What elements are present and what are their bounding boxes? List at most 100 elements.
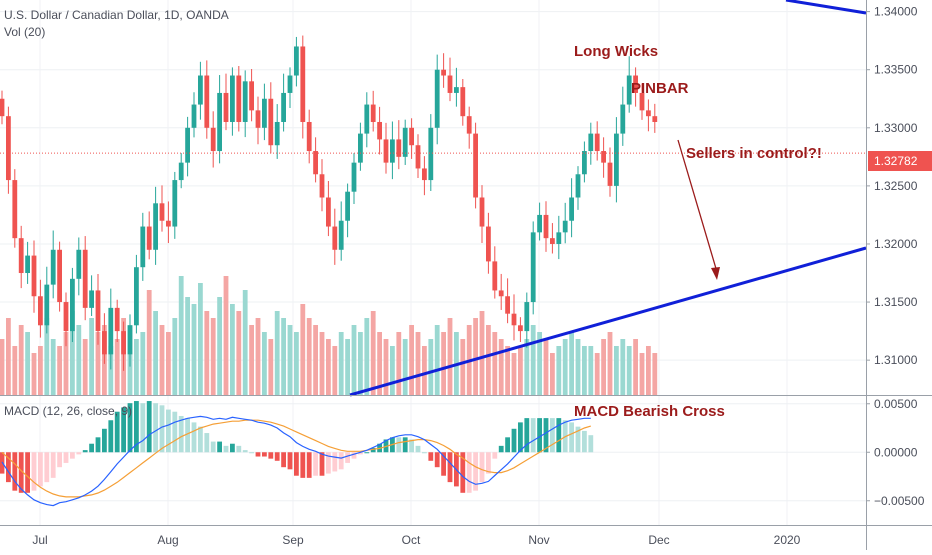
volume-bar — [556, 346, 562, 395]
volume-bar — [422, 346, 427, 395]
candle-body — [614, 133, 619, 186]
volume-bar — [364, 318, 370, 395]
macd-histogram-bar — [12, 452, 18, 491]
macd-histogram-bar — [537, 418, 542, 453]
candle-body — [95, 290, 101, 332]
candle-body — [626, 75, 632, 105]
volume-bar — [626, 346, 632, 395]
volume-bar — [108, 346, 114, 395]
macd-signal-line — [1, 419, 591, 498]
candle-body — [50, 249, 56, 285]
volume-bar — [268, 339, 274, 395]
macd-histogram-bar — [505, 437, 510, 453]
candle-body — [498, 290, 504, 297]
volume-bar — [390, 346, 395, 395]
volume-bar — [434, 325, 440, 395]
volume-bar — [537, 332, 542, 395]
volume-bar — [479, 311, 485, 395]
volume-bar — [166, 332, 171, 395]
volume-bar — [63, 332, 69, 395]
candle-body — [601, 151, 606, 163]
candle-body — [268, 98, 274, 146]
volume-bar — [287, 325, 293, 395]
macd-histogram-bar — [204, 433, 210, 453]
candle-body — [140, 226, 146, 268]
time-tick-label: Aug — [157, 533, 178, 547]
candle-body — [345, 191, 350, 221]
macd-histogram-bar — [466, 452, 472, 493]
candle-body — [646, 110, 651, 117]
volume-bar — [18, 325, 24, 395]
volume-bar — [396, 332, 402, 395]
candle-body — [281, 92, 286, 122]
macd-histogram-bar — [178, 415, 184, 453]
candle-body — [217, 92, 222, 152]
volume-bar — [153, 311, 158, 395]
candle-body — [18, 238, 24, 274]
candle-body — [114, 307, 120, 332]
time-tick-label: Dec — [648, 533, 669, 547]
candle-body — [364, 104, 370, 134]
candle-body — [422, 168, 427, 181]
volume-bar — [217, 297, 222, 395]
candle-body — [44, 284, 50, 326]
last-price-badge: 1.32782 — [868, 151, 932, 171]
volume-bar — [281, 318, 286, 395]
macd-histogram-bar — [223, 445, 229, 453]
volume-bar — [460, 339, 466, 395]
volume-bar — [262, 332, 267, 395]
candle-body — [236, 75, 242, 122]
candle-body — [396, 139, 402, 157]
candle-body — [121, 331, 126, 355]
macd-histogram-bar — [543, 418, 549, 453]
candle-body — [639, 92, 645, 111]
volume-bar — [25, 332, 30, 395]
macd-histogram-bar — [95, 437, 101, 453]
candle-body — [524, 302, 530, 332]
volume-bar — [185, 297, 190, 395]
volume-bar — [594, 353, 600, 395]
volume-bar — [370, 311, 376, 395]
volume-bar — [300, 304, 306, 395]
candle-body — [620, 104, 626, 134]
candle-body — [198, 75, 203, 105]
macd-histogram-bar — [102, 428, 107, 453]
candle-body — [447, 75, 453, 93]
volume-bar — [44, 318, 50, 395]
price-tick-label: 1.34000 — [874, 5, 918, 19]
candle-body — [12, 180, 18, 239]
candle-body — [543, 214, 549, 239]
candle-body — [191, 104, 197, 128]
macd-histogram-bar — [25, 452, 30, 493]
volume-bar — [646, 346, 651, 395]
macd-histogram-bar — [486, 452, 491, 474]
macd-histogram-bar — [82, 450, 88, 453]
macd-histogram-bar — [511, 428, 517, 453]
volume-bar — [486, 325, 491, 395]
candle-body — [287, 75, 293, 93]
candle-body — [370, 104, 376, 122]
candle-body — [409, 127, 414, 146]
macd-histogram-bar — [287, 452, 293, 470]
macd-histogram-bar — [434, 452, 440, 468]
macd-histogram-bar — [185, 418, 190, 453]
volume-bar — [146, 290, 152, 395]
volume-bar — [492, 332, 498, 395]
price-tick-label: 1.33000 — [874, 121, 918, 135]
candle-body — [441, 69, 446, 76]
candle-body — [230, 75, 235, 122]
candle-body — [185, 127, 190, 163]
volume-bar — [76, 325, 82, 395]
volume-bar — [543, 339, 549, 395]
volume-bar — [524, 339, 530, 395]
volume-bar — [402, 339, 408, 395]
candle-body — [31, 255, 37, 297]
macd-histogram-bar — [402, 437, 408, 453]
volume-bar — [114, 339, 120, 395]
candle-body — [25, 255, 30, 274]
volume-bar — [511, 353, 517, 395]
macd-histogram-bar — [556, 418, 562, 453]
macd-histogram-bar — [210, 441, 216, 453]
